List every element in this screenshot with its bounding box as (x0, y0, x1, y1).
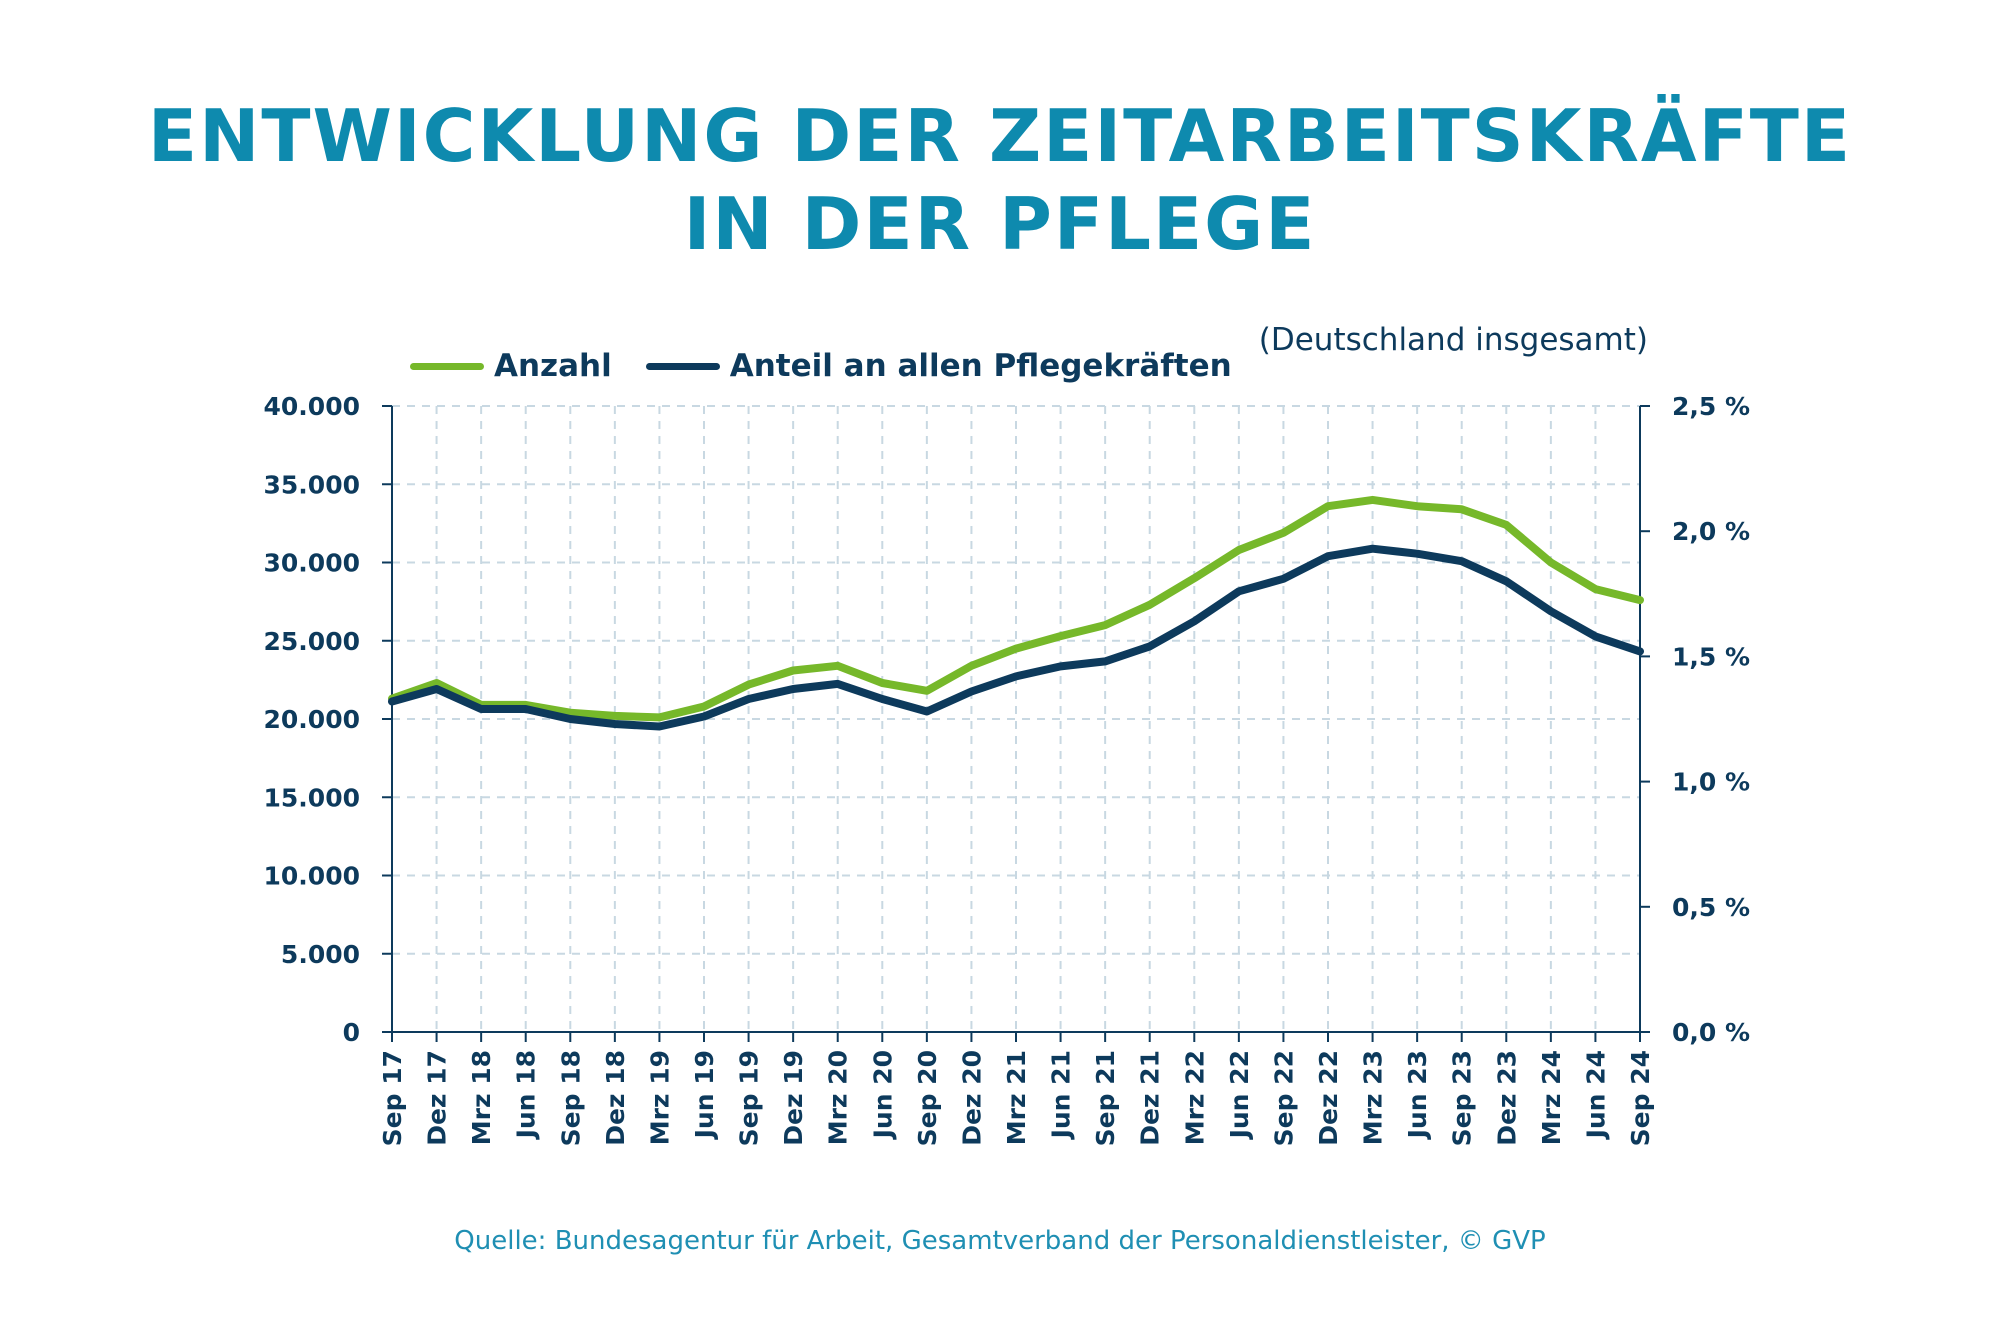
x-tick-label: Jun 24 (1581, 1050, 1610, 1140)
y-right-tick-label: 0,5 % (1672, 893, 1750, 922)
y-left-tick-label: 10.000 (264, 862, 360, 891)
x-tick-label: Sep 22 (1269, 1050, 1298, 1146)
y-right-tick-label: 2,0 % (1672, 517, 1750, 546)
x-tick-label: Jun 18 (512, 1050, 541, 1140)
x-tick-label: Mrz 19 (645, 1050, 674, 1145)
x-tick-label: Dez 21 (1136, 1050, 1165, 1146)
legend-swatch-anteil (645, 362, 720, 370)
x-tick-label: Dez 23 (1492, 1050, 1521, 1146)
legend-item-anzahl: Anzahl (410, 348, 612, 384)
x-tick-label: Dez 18 (601, 1050, 630, 1146)
y-left-tick-label: 15.000 (264, 783, 360, 812)
legend-swatch-anzahl (410, 362, 484, 370)
x-tick-label: Sep 23 (1448, 1050, 1477, 1146)
legend-label-anzahl: Anzahl (494, 348, 612, 384)
y-left-tick-label: 30.000 (264, 549, 360, 578)
x-tick-label: Jun 23 (1403, 1050, 1432, 1140)
x-tick-label: Mrz 22 (1180, 1050, 1209, 1145)
x-tick-label: Jun 19 (690, 1050, 719, 1140)
x-tick-label: Sep 17 (378, 1050, 407, 1146)
x-tick-label: Mrz 21 (1002, 1050, 1031, 1145)
x-tick-label: Mrz 20 (824, 1050, 853, 1145)
legend-label-anteil: Anteil an allen Pflegekräften (729, 348, 1232, 384)
x-tick-label: Mrz 24 (1537, 1050, 1566, 1145)
series-line-anteil (388, 544, 1644, 731)
x-tick-label: Sep 20 (913, 1050, 942, 1146)
x-tick-label: Dez 22 (1314, 1050, 1343, 1146)
chart-legend: Anzahl Anteil an allen Pflegekräften (410, 348, 1266, 384)
x-tick-label: Sep 19 (735, 1050, 764, 1146)
y-right-tick-label: 1,5 % (1672, 642, 1750, 671)
series-layer (388, 495, 1644, 731)
x-tick-label: Dez 17 (423, 1050, 452, 1146)
x-tick-label: Jun 20 (868, 1050, 897, 1140)
title-line-1: ENTWICKLUNG DER ZEITARBEITSKRÄFTE (147, 94, 1853, 178)
series-line-anzahl (388, 495, 1644, 722)
legend-item-anteil: Anteil an allen Pflegekräften (645, 348, 1232, 384)
x-tick-label: Sep 18 (556, 1050, 585, 1146)
source-note: Quelle: Bundesagentur für Arbeit, Gesamt… (454, 1226, 1546, 1256)
x-tick-label: Sep 24 (1626, 1050, 1655, 1146)
chart-subtitle: (Deutschland insgesamt) (1258, 322, 1648, 358)
y-left-tick-label: 40.000 (264, 392, 360, 421)
y-left-tick-label: 20.000 (264, 705, 360, 734)
label-layer: 0 5.000 10.000 15.000 20.000 25.000 30.000 35.0… (264, 392, 1751, 1146)
x-tick-label: Dez 20 (957, 1050, 986, 1146)
y-left-tick-label: 25.000 (264, 627, 360, 656)
grid-layer (392, 405, 1641, 1032)
y-right-tick-label: 1,0 % (1672, 768, 1750, 797)
x-tick-label: Jun 22 (1225, 1050, 1254, 1140)
x-tick-label: Mrz 18 (467, 1050, 496, 1145)
page-title: ENTWICKLUNG DER ZEITARBEITSKRÄFTE IN DER… (0, 92, 2000, 268)
x-tick-label: Dez 19 (779, 1050, 808, 1146)
x-tick-label: Mrz 23 (1359, 1050, 1388, 1145)
axis-layer (382, 405, 1650, 1042)
y-right-tick-label: 2,5 % (1672, 392, 1750, 421)
y-left-tick-label: 35.000 (264, 470, 360, 499)
y-left-tick-label: 0 (343, 1018, 360, 1047)
title-line-2: IN DER PFLEGE (683, 182, 1317, 266)
y-left-tick-label: 5.000 (281, 940, 360, 969)
x-tick-label: Sep 21 (1091, 1050, 1120, 1146)
y-right-tick-label: 0,0 % (1672, 1018, 1750, 1047)
x-tick-label: Jun 21 (1047, 1050, 1076, 1140)
